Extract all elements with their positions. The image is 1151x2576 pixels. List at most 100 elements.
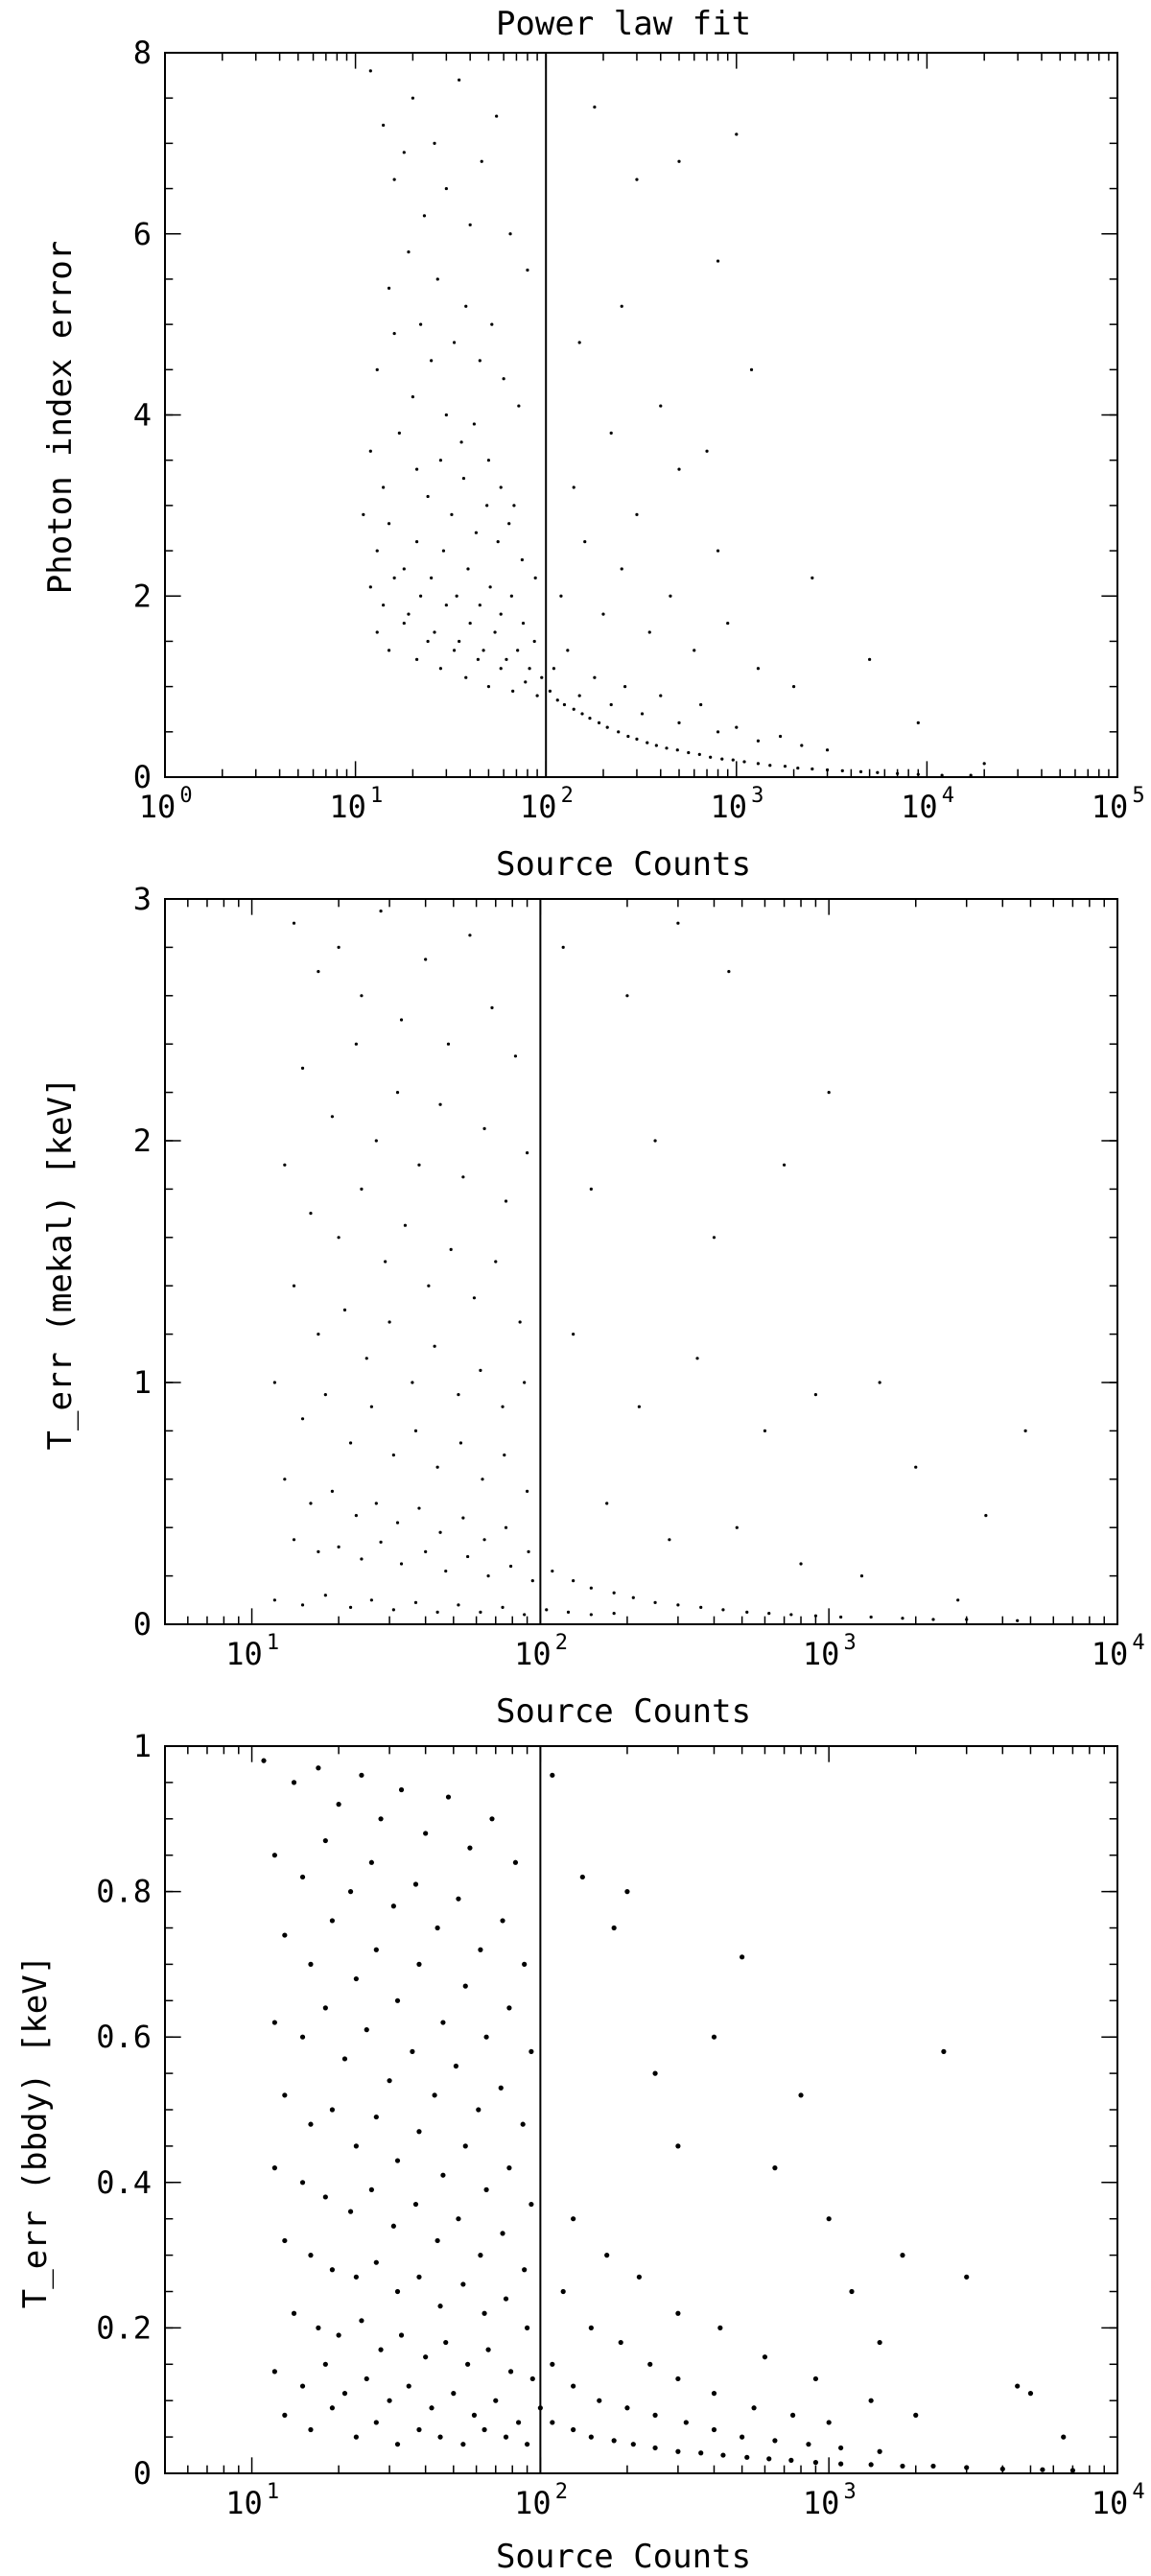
data-point — [735, 1525, 739, 1529]
data-point — [282, 2412, 288, 2418]
data-point — [740, 2434, 745, 2440]
data-point — [483, 2186, 489, 2192]
data-point — [798, 2092, 804, 2098]
data-point — [387, 649, 391, 652]
data-point — [930, 2463, 936, 2470]
data-point — [601, 612, 605, 616]
data-point — [699, 1605, 703, 1609]
data-point — [1015, 2383, 1021, 2389]
data-point — [359, 1772, 364, 1778]
data-point — [360, 1187, 364, 1191]
data-point — [659, 694, 663, 697]
data-point — [413, 1429, 418, 1432]
data-point — [391, 1453, 395, 1457]
data-point — [433, 141, 436, 145]
data-point — [597, 2398, 602, 2403]
data-point — [631, 1595, 635, 1599]
x-axis-label: Source Counts — [496, 2538, 751, 2576]
data-point — [630, 2442, 636, 2447]
data-point — [416, 1961, 422, 1967]
data-point — [426, 494, 430, 499]
data-point — [398, 1786, 405, 1793]
data-point — [489, 1816, 495, 1822]
data-point — [490, 1005, 494, 1009]
data-point — [282, 2237, 288, 2244]
data-point — [322, 2194, 328, 2200]
data-point — [390, 1903, 396, 1909]
data-point — [877, 2448, 882, 2454]
data-point — [465, 2361, 471, 2367]
data-point — [617, 730, 621, 734]
data-point — [796, 766, 800, 770]
data-point — [768, 764, 772, 768]
data-point — [533, 576, 537, 579]
data-point — [453, 2063, 459, 2069]
data-point — [675, 748, 679, 752]
data-point — [308, 2121, 314, 2127]
data-point — [437, 2434, 443, 2440]
data-point — [566, 649, 570, 652]
data-point — [337, 1236, 341, 1240]
data-point — [479, 1610, 482, 1614]
data-point — [479, 1368, 482, 1372]
data-point — [762, 2354, 768, 2360]
data-point — [521, 621, 526, 626]
x-tick-label: 10 — [225, 1636, 263, 1672]
data-point — [589, 1586, 593, 1590]
data-point — [292, 1284, 296, 1288]
data-point — [530, 1579, 534, 1583]
data-point — [726, 621, 730, 626]
data-point — [849, 2288, 855, 2295]
data-point — [299, 2180, 306, 2186]
data-point — [687, 750, 691, 755]
data-point — [716, 259, 720, 263]
data-point — [513, 1054, 518, 1058]
data-point — [486, 1574, 490, 1578]
data-point — [414, 467, 419, 471]
data-point — [440, 2172, 446, 2178]
data-point — [624, 1889, 630, 1895]
data-point — [900, 2253, 905, 2258]
data-point — [445, 1794, 452, 1800]
data-point — [727, 970, 731, 974]
data-point — [540, 675, 544, 679]
data-point — [317, 1549, 320, 1553]
data-point — [525, 2325, 530, 2330]
data-point — [399, 1018, 404, 1022]
data-point — [901, 1617, 904, 1620]
data-point — [859, 1574, 864, 1578]
data-point — [368, 2186, 374, 2192]
data-point — [969, 773, 973, 777]
x-tick-label: 10 — [803, 1636, 840, 1672]
data-point — [395, 1091, 400, 1095]
data-point — [799, 1562, 803, 1566]
data-point — [410, 2048, 415, 2054]
data-point — [838, 2445, 844, 2451]
data-point — [375, 549, 379, 553]
data-point — [444, 603, 448, 607]
x-tick-exponent: 2 — [555, 2480, 568, 2504]
data-point — [675, 2143, 681, 2149]
data-point — [462, 2143, 468, 2149]
data-point — [373, 1947, 379, 1952]
data-point — [316, 1765, 321, 1771]
data-point — [1023, 1429, 1027, 1432]
data-point — [941, 2048, 947, 2054]
data-point — [624, 2405, 630, 2411]
panel-power-law: Power law fit Photon index error Source … — [41, 5, 1145, 884]
data-point — [299, 1874, 306, 1880]
data-point — [965, 1618, 969, 1621]
data-point — [316, 2325, 321, 2330]
data-point — [523, 1613, 527, 1617]
x-tick-label: 10 — [803, 2485, 840, 2521]
x-tick-label: 10 — [139, 789, 176, 825]
data-point — [676, 921, 680, 925]
data-point — [407, 612, 411, 616]
data-point — [478, 1947, 483, 1952]
data-point — [900, 2463, 905, 2470]
data-point — [499, 485, 503, 489]
data-point — [482, 1538, 486, 1542]
data-point — [471, 2412, 478, 2418]
data-point — [501, 1605, 505, 1609]
